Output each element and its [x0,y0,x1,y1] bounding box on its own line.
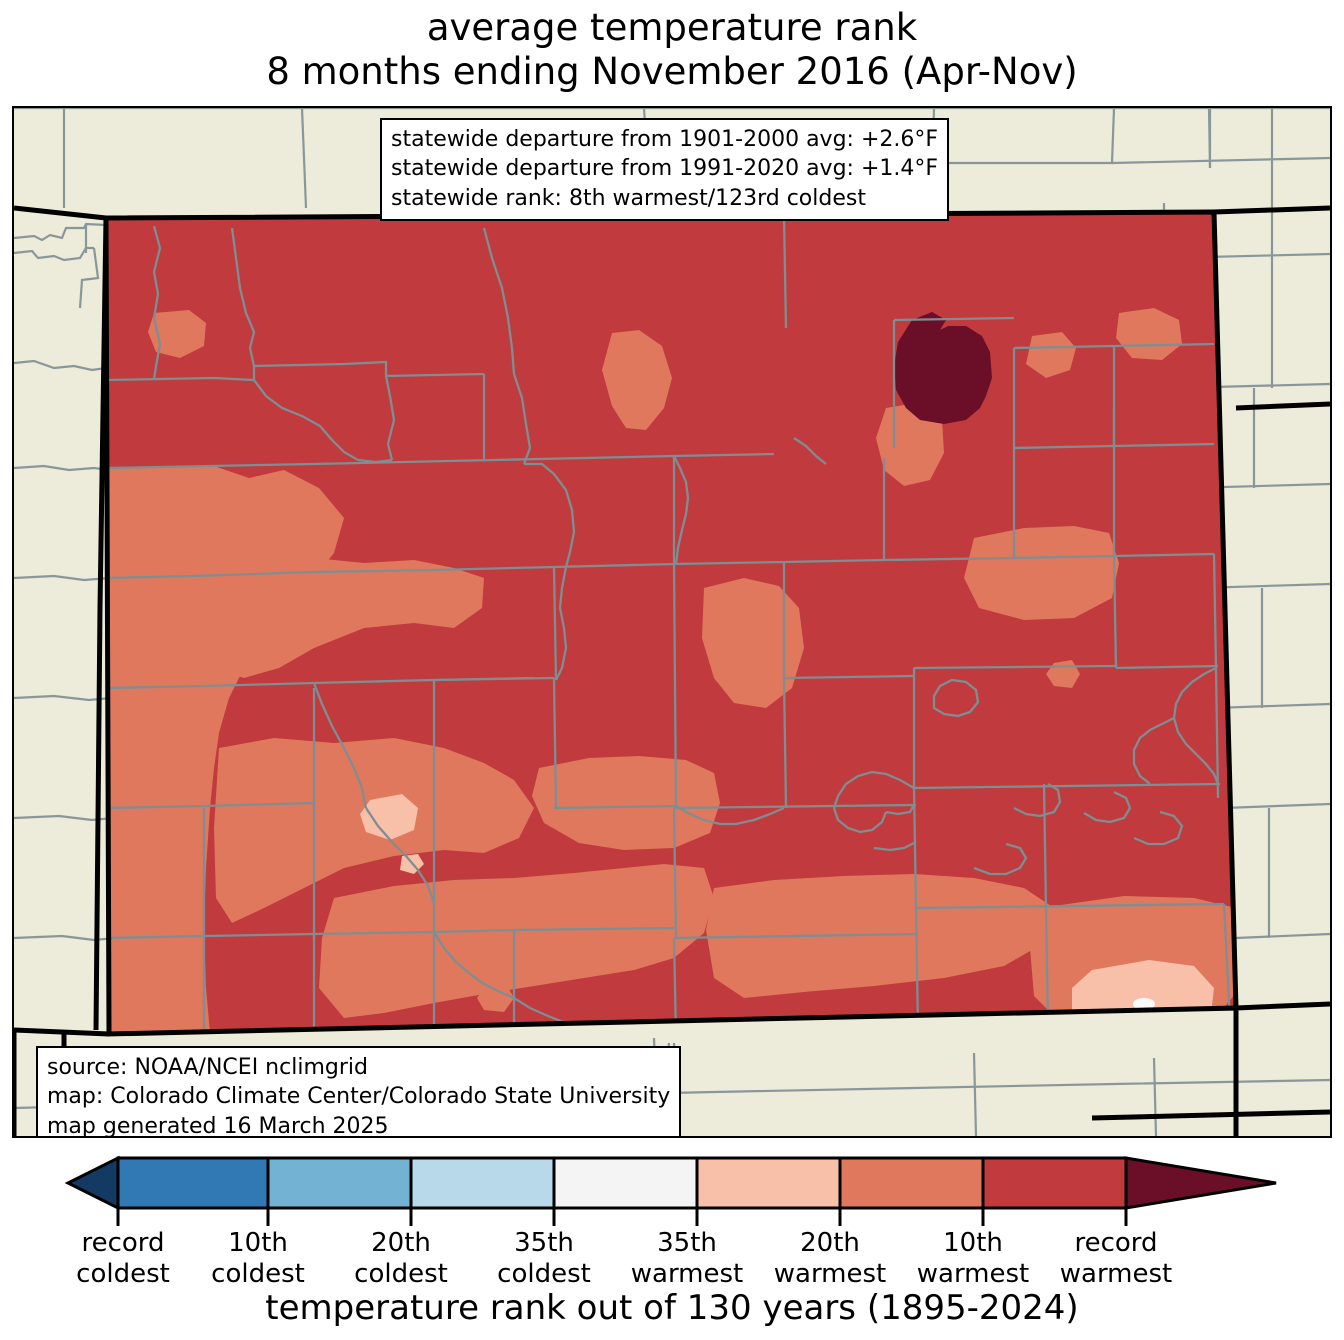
cb-tick-label-6: 10th warmest [916,1228,1030,1289]
stats-line-3: statewide rank: 8th warmest/123rd coldes… [391,185,866,211]
colorbar-legend[interactable]: record coldest 10th coldest 20th coldest… [0,1150,1344,1340]
cb-tick-label-4: 35th warmest [630,1228,744,1289]
cb-tick-label-3: 35th coldest [497,1228,591,1289]
source-line-1: source: NOAA/NCEI nclimgrid [47,1055,368,1080]
stats-line-2: statewide departure from 1991-2020 avg: … [391,156,939,182]
source-line-2: map: Colorado Climate Center/Colorado St… [47,1084,671,1110]
cb-band-10th-coldest [116,1156,270,1210]
cb-band-record-coldest [64,1155,120,1211]
cb-band-record-warmest [1124,1156,1277,1210]
neighbor-state-boundaries [14,205,1330,1136]
source-line-3: map generated 16 March 2025 [47,1113,389,1138]
colorbar-caption: temperature rank out of 130 years (1895-… [265,1288,1079,1328]
title-line-2: 8 months ending November 2016 (Apr-Nov) [266,49,1078,93]
cb-band-20th-coldest [266,1156,413,1210]
source-credits-box: source: NOAA/NCEI nclimgrid map: Colorad… [36,1046,682,1138]
cb-tick-label-0: record coldest [76,1228,170,1289]
colorbar-swatches [64,1155,1277,1226]
title-line-1: average temperature rank [426,6,918,49]
colorado-temperature-rank-map [14,108,1330,1136]
stats-line-1: statewide departure from 1901-2000 avg: … [391,127,939,152]
cb-band-35th-warmest [695,1156,842,1210]
statewide-stats-box: statewide departure from 1901-2000 avg: … [380,118,950,221]
cb-band-20th-warmest [838,1156,985,1210]
cb-tick-label-2: 20th coldest [354,1228,448,1289]
cb-band-10th-warmest [981,1156,1128,1210]
cb-band-35th-coldest [409,1156,556,1210]
cb-tick-label-5: 20th warmest [773,1228,887,1289]
temperature-rank-contours [106,212,1236,1034]
cb-tick-label-7: record warmest [1059,1228,1173,1289]
cb-tick-label-1: 10th coldest [211,1228,305,1289]
cb-band-neutral [552,1156,699,1210]
page-title: average temperature rank 8 months ending… [0,6,1344,93]
map-panel[interactable]: statewide departure from 1901-2000 avg: … [12,106,1332,1138]
colorado-county-lines [106,214,1232,1034]
